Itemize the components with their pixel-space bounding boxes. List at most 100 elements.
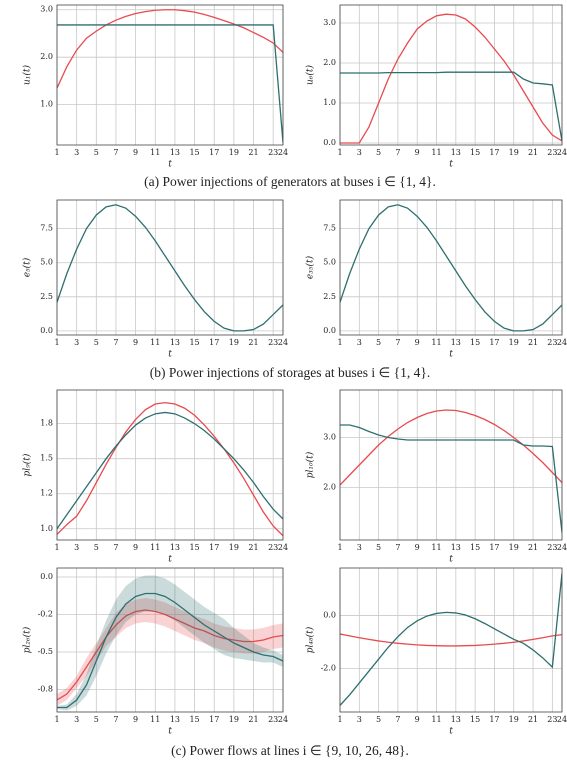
band <box>57 575 283 711</box>
x-tick-label: 24 <box>278 338 288 347</box>
y-tick-label: 1.0 <box>323 98 336 107</box>
y-tick-label: 0.0 <box>323 326 336 335</box>
x-tick-label: 19 <box>229 715 239 724</box>
x-tick-label: 23 <box>268 715 278 724</box>
line <box>340 204 562 332</box>
x-tick-label: 5 <box>376 543 381 552</box>
axes-frame <box>339 199 563 336</box>
x-tick-label: 21 <box>528 148 538 157</box>
x-tick-label: 11 <box>150 715 160 724</box>
line <box>57 24 283 143</box>
plot-area <box>57 204 283 332</box>
x-tick-label: 19 <box>229 543 239 552</box>
x-tick-label: 7 <box>113 148 118 157</box>
line <box>57 204 283 332</box>
y-axis-label: e₅(t) <box>22 257 33 277</box>
x-tick-label: 17 <box>489 543 499 552</box>
x-tick-label: 23 <box>268 148 278 157</box>
x-axis-label: t <box>449 160 453 170</box>
line <box>57 9 283 89</box>
y-tick-label: -2.0 <box>321 663 336 672</box>
plot-area <box>57 401 283 537</box>
y-tick-label: -0.8 <box>38 685 53 694</box>
caption: (c) Power flows at lines i ∈ {9, 10, 26,… <box>171 743 409 758</box>
x-tick-label: 24 <box>278 148 288 157</box>
axes-frame <box>56 4 284 146</box>
x-tick-label: 15 <box>470 543 480 552</box>
x-tick-label: 1 <box>337 338 342 347</box>
x-tick-label: 23 <box>547 715 557 724</box>
plot-area <box>57 575 283 711</box>
axes-frame <box>339 389 563 541</box>
x-tick-label: 15 <box>470 715 480 724</box>
x-tick-label: 15 <box>189 715 199 724</box>
x-tick-label: 21 <box>528 338 538 347</box>
x-tick-label: 7 <box>113 715 118 724</box>
x-tick-label: 9 <box>133 338 138 347</box>
y-tick-label: 3.0 <box>40 5 53 14</box>
x-tick-label: 15 <box>470 338 480 347</box>
x-tick-label: 11 <box>431 338 441 347</box>
y-axis-label: pl₂₆(t) <box>22 626 33 653</box>
line <box>340 13 562 144</box>
y-axis-label: pl₉(t) <box>22 453 33 476</box>
y-tick-label: 1.2 <box>40 489 53 498</box>
x-tick-label: 13 <box>451 543 461 552</box>
x-tick-label: 1 <box>54 148 59 157</box>
axes-frame <box>339 4 563 146</box>
plot-area <box>340 13 562 144</box>
line <box>57 411 283 530</box>
x-tick-label: 9 <box>415 148 420 157</box>
x-tick-label: 23 <box>547 148 557 157</box>
x-tick-label: 5 <box>94 715 99 724</box>
x-axis-label: t <box>449 727 453 737</box>
x-tick-label: 21 <box>248 338 258 347</box>
y-tick-label: 1.5 <box>40 454 53 463</box>
y-tick-label: 2.5 <box>40 292 53 301</box>
plot-area <box>340 409 562 533</box>
x-tick-label: 1 <box>54 543 59 552</box>
x-tick-label: 15 <box>189 338 199 347</box>
x-tick-label: 11 <box>150 338 160 347</box>
x-tick-label: 11 <box>431 148 441 157</box>
x-tick-label: 13 <box>170 148 180 157</box>
y-tick-label: 1.0 <box>40 100 53 109</box>
x-tick-label: 5 <box>94 338 99 347</box>
x-tick-label: 11 <box>150 543 160 552</box>
y-tick-label: 5.0 <box>40 258 53 267</box>
x-axis-label: t <box>449 555 453 565</box>
y-axis-label: u₁(t) <box>22 64 33 85</box>
x-tick-label: 21 <box>248 543 258 552</box>
x-axis-label: t <box>168 350 172 360</box>
x-axis-label: t <box>168 727 172 737</box>
x-tick-label: 1 <box>54 715 59 724</box>
y-tick-label: 0.0 <box>323 138 336 147</box>
y-tick-label: -0.5 <box>38 647 53 656</box>
y-tick-label: 2.0 <box>323 483 336 492</box>
x-tick-label: 3 <box>74 148 79 157</box>
x-tick-label: 21 <box>528 543 538 552</box>
line <box>340 573 562 706</box>
line <box>340 424 562 533</box>
x-tick-label: 11 <box>431 715 441 724</box>
y-axis-label: u₆(t) <box>305 64 316 85</box>
axes-frame <box>56 389 284 541</box>
x-tick-label: 17 <box>489 715 499 724</box>
x-tick-label: 19 <box>509 543 519 552</box>
y-tick-label: 2.0 <box>40 52 53 61</box>
y-tick-label: 0.0 <box>40 326 53 335</box>
line <box>57 609 283 701</box>
x-tick-label: 24 <box>557 338 567 347</box>
y-axis-label: pl₄₈(t) <box>305 626 316 653</box>
x-tick-label: 9 <box>415 338 420 347</box>
band <box>57 598 283 706</box>
plot-area <box>340 573 562 706</box>
x-tick-label: 17 <box>209 148 219 157</box>
x-tick-label: 5 <box>376 715 381 724</box>
x-tick-label: 7 <box>395 543 400 552</box>
x-tick-label: 24 <box>278 543 288 552</box>
x-tick-label: 21 <box>248 148 258 157</box>
x-tick-label: 15 <box>470 148 480 157</box>
x-tick-label: 5 <box>376 338 381 347</box>
x-tick-label: 7 <box>113 543 118 552</box>
